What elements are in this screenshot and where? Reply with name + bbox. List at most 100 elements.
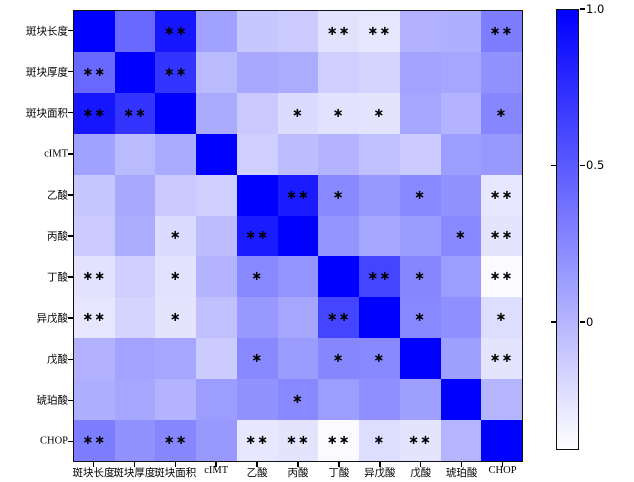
y-axis-tick	[68, 399, 73, 402]
significance-marker: ∗∗	[489, 228, 514, 244]
x-axis-tick	[92, 462, 95, 467]
significance-marker: ∗∗	[408, 433, 433, 449]
heatmap-cell-丁酸-琥珀酸	[440, 256, 482, 298]
heatmap-cell-戊酸-CHOP: ∗∗	[481, 338, 522, 380]
colorbar-tick-label: 1.0	[586, 2, 605, 16]
x-axis-tick	[215, 462, 217, 467]
heatmap-cell-cIMT-乙酸	[236, 133, 278, 175]
heatmap-cell-丙酸-戊酸	[399, 215, 441, 257]
heatmap-cell-戊酸-琥珀酸	[440, 338, 482, 380]
x-axis-tick	[174, 462, 177, 467]
significance-marker: ∗	[292, 392, 304, 408]
heatmap-cell-CHOP-乙酸: ∗∗	[236, 420, 278, 461]
heatmap-cell-乙酸-戊酸: ∗	[399, 174, 441, 216]
heatmap-cell-CHOP-琥珀酸	[440, 420, 482, 461]
significance-marker: ∗∗	[489, 23, 514, 39]
heatmap-cell-斑块长度-异戊酸: ∗∗	[359, 11, 400, 52]
heatmap-cell-乙酸-丁酸: ∗	[318, 174, 360, 216]
heatmap-cell-乙酸-斑块长度	[74, 174, 115, 216]
heatmap-cell-琥珀酸-丙酸: ∗	[277, 379, 319, 421]
x-axis-label-斑块长度: 斑块长度	[72, 468, 115, 479]
y-axis-label-cIMT: cIMT	[44, 148, 68, 160]
x-axis-tick	[256, 462, 258, 467]
y-axis-tick	[68, 276, 73, 278]
colorbar-tick-label: 0.5	[586, 158, 605, 173]
heatmap-cell-斑块厚度-戊酸	[399, 51, 441, 93]
heatmap-cell-异戊酸-斑块长度: ∗∗	[74, 297, 115, 339]
y-axis-label-异戊酸: 异戊酸	[36, 313, 69, 325]
heatmap-cell-琥珀酸-异戊酸	[359, 379, 400, 421]
heatmap-cell-CHOP-斑块面积: ∗∗	[155, 420, 197, 461]
heatmap-plot: ∗∗ ∗∗ ∗∗ ∗∗ ∗∗ ∗∗ ∗∗ ∗∗ ∗ ∗ ∗ ∗ ∗∗ ∗ ∗ ∗∗ ∗ ∗∗ ∗ ∗∗ ∗∗ ∗ ∗ ∗∗ ∗ ∗…	[73, 10, 523, 462]
significance-marker: ∗∗	[82, 269, 107, 285]
heatmap-cell-戊酸-cIMT	[196, 338, 237, 380]
heatmap-cell-CHOP-斑块厚度	[114, 420, 156, 461]
heatmap-cell-异戊酸-CHOP: ∗	[481, 297, 522, 339]
heatmap-cell-丙酸-CHOP: ∗∗	[481, 215, 522, 257]
colorbar-tick	[551, 164, 556, 167]
heatmap-cell-乙酸-乙酸	[236, 174, 278, 216]
x-axis-label-丁酸: 丁酸	[328, 468, 350, 479]
significance-marker: ∗∗	[82, 433, 107, 449]
heatmap-cell-乙酸-CHOP: ∗∗	[481, 174, 522, 216]
heatmap-cell-异戊酸-异戊酸	[359, 297, 400, 339]
significance-marker: ∗∗	[286, 433, 310, 449]
significance-marker: ∗	[373, 433, 386, 449]
significance-marker: ∗∗	[163, 433, 188, 449]
heatmap-cell-斑块厚度-CHOP	[481, 51, 522, 93]
heatmap-cell-丁酸-异戊酸: ∗∗	[359, 256, 400, 298]
y-axis-label-戊酸: 戊酸	[47, 354, 68, 366]
colorbar	[556, 9, 579, 450]
heatmap-cell-异戊酸-琥珀酸	[440, 297, 482, 339]
significance-marker: ∗	[169, 228, 182, 244]
y-axis-tick	[68, 153, 73, 155]
heatmap-cell-斑块面积-琥珀酸	[440, 92, 482, 134]
x-axis-tick	[297, 462, 299, 467]
heatmap-cell-戊酸-丙酸	[277, 338, 319, 380]
y-axis-tick	[68, 70, 73, 73]
heatmap-cell-斑块长度-斑块长度	[74, 11, 115, 52]
heatmap-cell-丙酸-斑块厚度	[114, 215, 156, 257]
x-axis-label-异戊酸: 异戊酸	[364, 468, 396, 479]
heatmap-cell-斑块厚度-乙酸	[236, 51, 278, 93]
y-axis-label-CHOP: CHOP	[39, 435, 68, 447]
heatmap-cell-斑块厚度-丁酸	[318, 51, 360, 93]
heatmap-cell-丙酸-丙酸	[277, 215, 319, 257]
x-axis-label-斑块厚度: 斑块厚度	[113, 468, 156, 479]
heatmap-cell-斑块长度-斑块面积: ∗∗	[155, 11, 197, 52]
heatmap-cell-CHOP-戊酸: ∗∗	[399, 420, 441, 461]
y-axis-tick	[68, 29, 73, 32]
heatmap-cell-异戊酸-斑块面积: ∗	[155, 297, 197, 339]
significance-marker: ∗∗	[123, 105, 147, 121]
heatmap-cell-丁酸-戊酸: ∗	[399, 256, 441, 298]
heatmap-cell-CHOP-异戊酸: ∗	[359, 420, 400, 461]
heatmap-cell-异戊酸-乙酸	[236, 297, 278, 339]
heatmap-cell-斑块面积-cIMT	[196, 92, 237, 134]
heatmap-cell-戊酸-乙酸: ∗	[236, 338, 278, 380]
heatmap-cell-琥珀酸-斑块长度	[74, 379, 115, 421]
heatmap-cell-cIMT-戊酸	[399, 133, 441, 175]
heatmap-cell-cIMT-丙酸	[277, 133, 319, 175]
heatmap-cell-琥珀酸-丁酸	[318, 379, 360, 421]
heatmap-cell-斑块长度-戊酸	[399, 11, 441, 52]
significance-marker: ∗	[414, 269, 427, 285]
heatmap-cell-乙酸-斑块面积	[155, 174, 197, 216]
significance-marker: ∗∗	[286, 187, 310, 203]
significance-marker: ∗	[454, 228, 467, 244]
heatmap-cell-斑块厚度-斑块厚度	[114, 51, 156, 93]
heatmap-cell-琥珀酸-琥珀酸	[440, 379, 482, 421]
heatmap-cell-斑块厚度-丙酸	[277, 51, 319, 93]
significance-marker: ∗	[169, 269, 182, 285]
y-axis-label-斑块厚度: 斑块厚度	[26, 67, 68, 79]
heatmap-cell-cIMT-琥珀酸	[440, 133, 482, 175]
heatmap-cell-cIMT-异戊酸	[359, 133, 400, 175]
heatmap-cell-琥珀酸-乙酸	[236, 379, 278, 421]
x-axis-label-乙酸: 乙酸	[246, 468, 268, 479]
y-axis-tick	[68, 111, 73, 114]
significance-marker: ∗	[292, 105, 304, 121]
significance-marker: ∗	[332, 351, 345, 367]
heatmap-cell-斑块长度-丁酸: ∗∗	[318, 11, 360, 52]
heatmap-cell-斑块长度-乙酸	[236, 11, 278, 52]
heatmap-cell-cIMT-CHOP	[481, 133, 522, 175]
